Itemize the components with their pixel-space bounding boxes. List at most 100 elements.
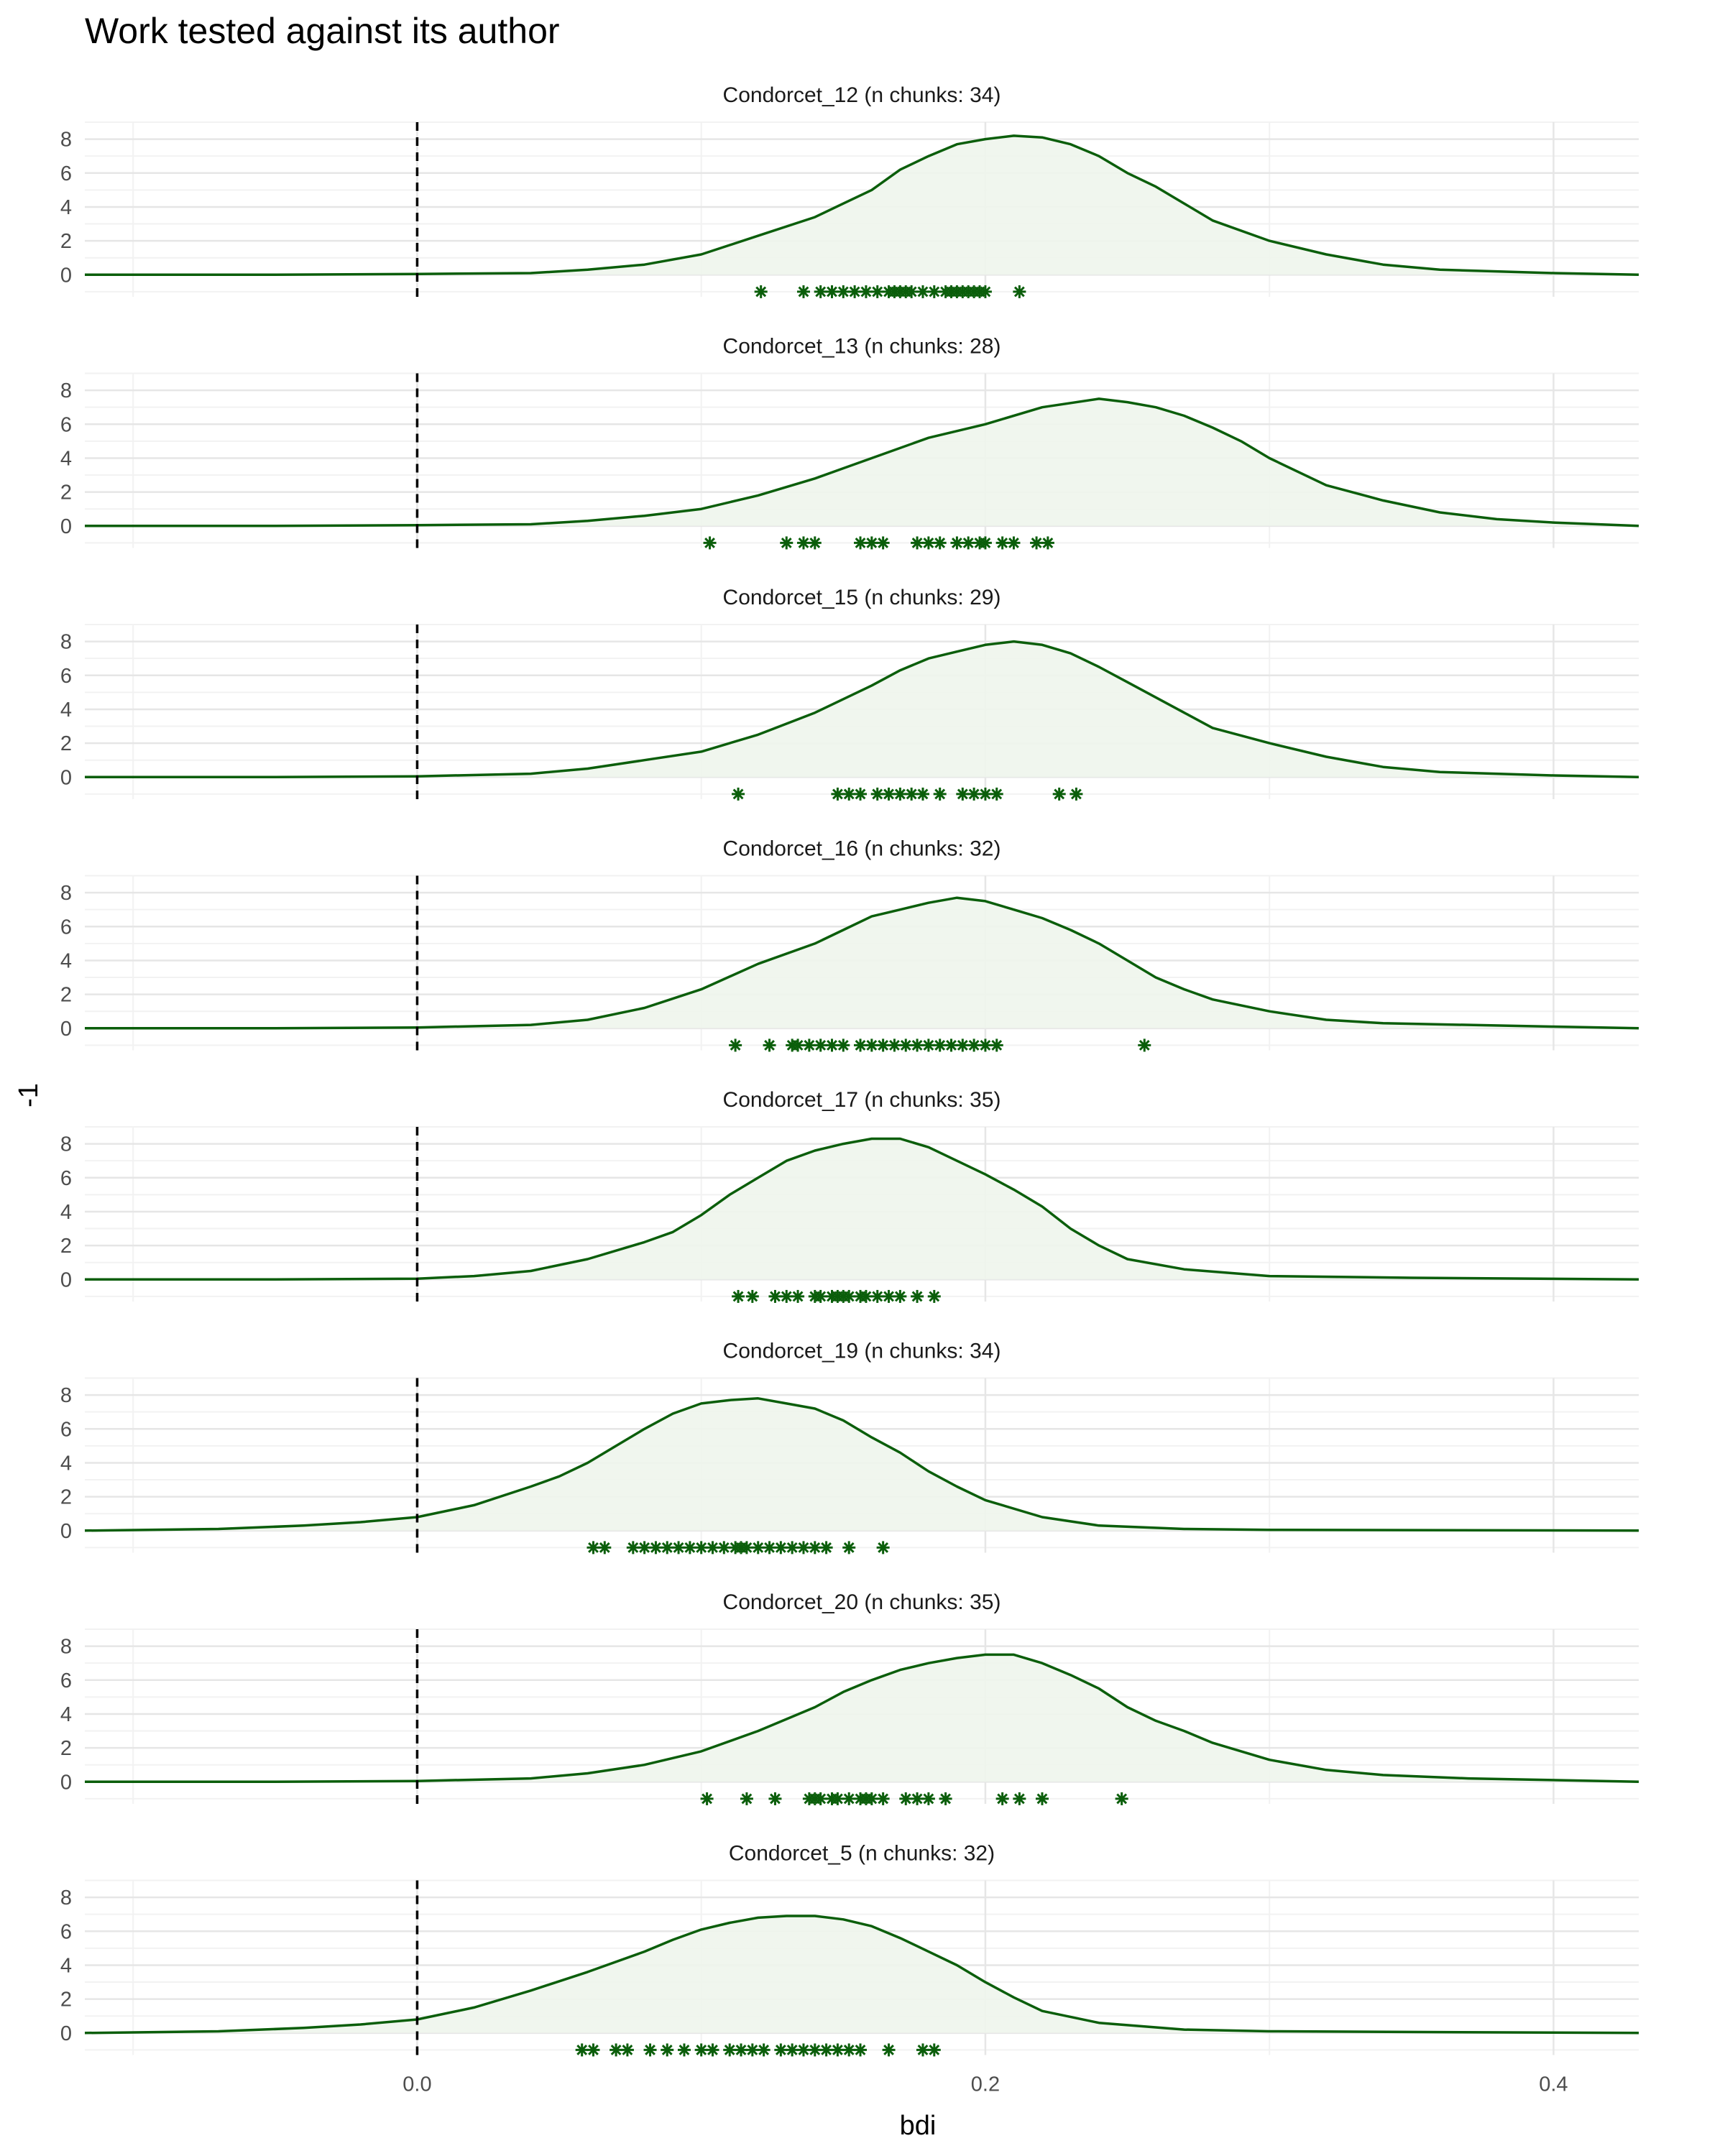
data-point-asterisk (802, 1038, 816, 1052)
data-point-asterisk (610, 2043, 623, 2057)
facet-panel: Condorcet_12 (n chunks: 34) 0 2 4 6 8 (60, 83, 1639, 298)
density-area (85, 1654, 1639, 1782)
density-area (85, 1398, 1639, 1531)
asterisk-stroke (923, 537, 934, 548)
asterisk-stroke (860, 1291, 872, 1302)
data-point-asterisk (786, 2043, 799, 2057)
facet-strip-label: Condorcet_13 (n chunks: 28) (723, 335, 1001, 359)
asterisk-stroke (1008, 537, 1019, 548)
asterisk-stroke (622, 2044, 633, 2055)
facet-panel: Condorcet_17 (n chunks: 35) 0 2 4 6 8 (60, 1088, 1639, 1303)
data-point-asterisk (683, 1541, 696, 1554)
data-point-asterisk (876, 536, 890, 550)
asterisk-stroke (1031, 537, 1042, 548)
data-point-asterisk (842, 1541, 856, 1554)
asterisk-stroke (872, 788, 883, 800)
facet-panel: Condorcet_5 (n chunks: 32) 0 2 4 6 8 (60, 1842, 1639, 2057)
data-point-asterisk (706, 2043, 719, 2057)
data-point-asterisk (620, 2043, 634, 2057)
data-point-asterisk (837, 285, 850, 298)
asterisk-stroke (764, 1542, 775, 1553)
density-curve (84, 1397, 1639, 1532)
data-point-asterisk (649, 1541, 663, 1554)
facet-strip-label: Condorcet_17 (n chunks: 35) (723, 1088, 1001, 1112)
asterisk-stroke (929, 286, 940, 298)
data-point-asterisk (870, 285, 884, 298)
asterisk-stroke (900, 1039, 911, 1051)
asterisk-stroke (809, 537, 821, 548)
data-point-asterisk (893, 787, 907, 801)
asterisk-stroke (860, 286, 872, 298)
data-point-asterisk (757, 2043, 770, 2057)
asterisk-stroke (883, 2044, 894, 2055)
data-point-asterisk (927, 285, 941, 298)
asterisk-stroke (832, 788, 843, 800)
facet-strip-label: Condorcet_20 (n chunks: 35) (723, 1590, 1001, 1614)
asterisk-stroke (707, 1542, 718, 1553)
asterisk-stroke (732, 1291, 744, 1302)
y-tick-label: 8 (60, 1886, 72, 1909)
data-point-asterisk (643, 2043, 657, 2057)
asterisk-stroke (781, 537, 792, 548)
asterisk-stroke (923, 1793, 934, 1805)
facet-strip-label: Condorcet_12 (n chunks: 34) (723, 83, 1001, 107)
y-tick-label: 6 (60, 413, 72, 436)
x-tick-label: 0.2 (971, 2073, 1000, 2096)
data-point-asterisk (1013, 285, 1026, 298)
data-point-asterisk (735, 2043, 748, 2057)
asterisk-stroke (957, 788, 968, 800)
data-point-asterisk (732, 1289, 745, 1303)
asterisk-stroke (735, 2044, 747, 2055)
asterisk-stroke (843, 1793, 855, 1805)
asterisk-stroke (997, 537, 1008, 548)
asterisk-stroke (991, 788, 1003, 800)
asterisk-stroke (1070, 788, 1082, 800)
data-point-asterisk (978, 787, 992, 801)
asterisk-stroke (934, 1039, 946, 1051)
data-point-asterisk (842, 1289, 856, 1303)
data-point-asterisk (944, 1038, 958, 1052)
y-tick-label: 0 (60, 1520, 72, 1543)
data-point-asterisk (1013, 1792, 1026, 1805)
y-tick-label: 2 (60, 1486, 72, 1509)
data-point-asterisk (1007, 536, 1021, 550)
data-point-asterisk (899, 1038, 913, 1052)
asterisk-stroke (923, 1039, 934, 1051)
asterisk-stroke (980, 537, 991, 548)
data-point-asterisk (598, 1541, 612, 1554)
facet-panel: Condorcet_15 (n chunks: 29) 0 2 4 6 8 (60, 586, 1639, 801)
asterisk-stroke (843, 2044, 855, 2055)
asterisk-stroke (866, 537, 878, 548)
asterisk-stroke (906, 286, 917, 298)
asterisk-stroke (741, 1793, 753, 1805)
asterisk-stroke (872, 1291, 883, 1302)
asterisk-stroke (855, 1039, 866, 1051)
asterisk-stroke (696, 2044, 707, 2055)
data-point-asterisk (854, 1038, 868, 1052)
data-point-asterisk (956, 1038, 970, 1052)
density-area (85, 135, 1639, 275)
asterisk-stroke (843, 1291, 855, 1302)
y-tick-label: 8 (60, 1133, 72, 1156)
y-tick-label: 4 (60, 1201, 72, 1224)
asterisk-stroke (588, 1542, 599, 1553)
data-point-asterisk (842, 787, 856, 801)
density-area (85, 1138, 1639, 1280)
y-tick-label: 4 (60, 447, 72, 470)
data-point-asterisk (814, 1792, 827, 1805)
data-point-asterisk (916, 787, 929, 801)
data-point-asterisk (876, 1792, 890, 1805)
data-point-asterisk (796, 536, 810, 550)
data-point-asterisk (837, 1038, 850, 1052)
data-point-asterisk (950, 536, 964, 550)
data-point-asterisk (967, 787, 981, 801)
y-tick-label: 8 (60, 882, 72, 905)
y-tick-label: 2 (60, 984, 72, 1007)
data-point-asterisk (700, 1792, 714, 1805)
asterisk-stroke (610, 2044, 622, 2055)
asterisk-stroke (1138, 1039, 1150, 1051)
data-point-asterisk (1115, 1792, 1128, 1805)
asterisk-stroke (792, 1291, 804, 1302)
data-point-asterisk (911, 1792, 924, 1805)
asterisk-stroke (889, 1039, 900, 1051)
